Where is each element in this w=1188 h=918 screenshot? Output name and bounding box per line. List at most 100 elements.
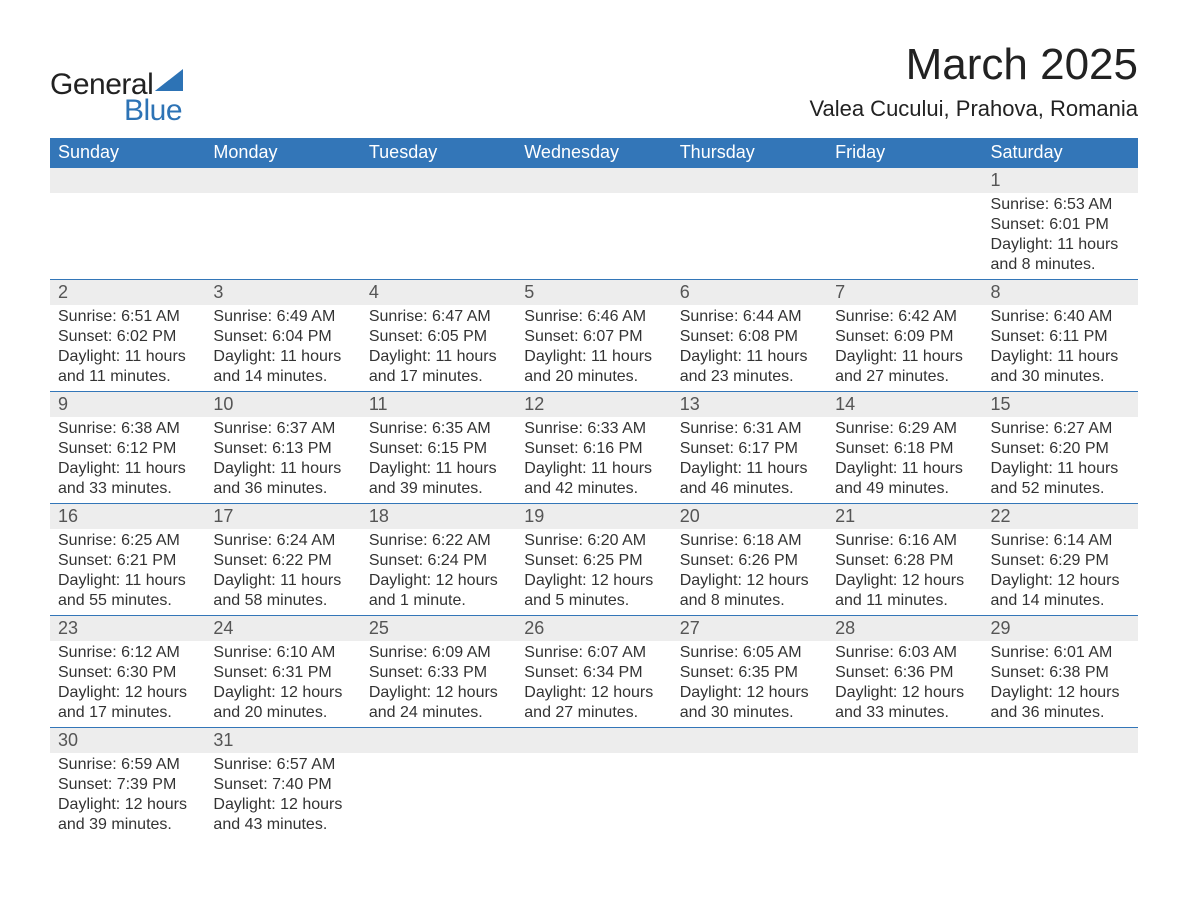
week-number-row: 9101112131415 <box>50 392 1138 418</box>
day-content: Sunrise: 6:42 AMSunset: 6:09 PMDaylight:… <box>827 305 982 391</box>
day-content-cell: Sunrise: 6:09 AMSunset: 6:33 PMDaylight:… <box>361 641 516 728</box>
day-number-cell: 27 <box>672 616 827 642</box>
day-content-cell: Sunrise: 6:01 AMSunset: 6:38 PMDaylight:… <box>983 641 1138 728</box>
day-number: 25 <box>361 616 516 641</box>
sunset-text: Sunset: 6:36 PM <box>835 663 974 683</box>
day-content-cell: Sunrise: 6:27 AMSunset: 6:20 PMDaylight:… <box>983 417 1138 504</box>
day-number-cell <box>672 728 827 754</box>
day-number: 26 <box>516 616 671 641</box>
day-content-cell: Sunrise: 6:51 AMSunset: 6:02 PMDaylight:… <box>50 305 205 392</box>
day-number-cell: 1 <box>983 168 1138 194</box>
day-number-cell <box>50 168 205 194</box>
day-number: 9 <box>50 392 205 417</box>
sunrise-text: Sunrise: 6:07 AM <box>524 643 663 663</box>
day-number-cell: 19 <box>516 504 671 530</box>
day-number-cell <box>361 168 516 194</box>
sunset-text: Sunset: 6:28 PM <box>835 551 974 571</box>
sunrise-text: Sunrise: 6:49 AM <box>213 307 352 327</box>
day-number-cell: 8 <box>983 280 1138 306</box>
day-number-cell <box>516 728 671 754</box>
day-number: 29 <box>983 616 1138 641</box>
day-number: 30 <box>50 728 205 753</box>
sunset-text: Sunset: 6:18 PM <box>835 439 974 459</box>
day-number: 15 <box>983 392 1138 417</box>
day-content-cell <box>827 193 982 280</box>
sunset-text: Sunset: 6:38 PM <box>991 663 1130 683</box>
day-content: Sunrise: 6:25 AMSunset: 6:21 PMDaylight:… <box>50 529 205 615</box>
day-number-cell <box>672 168 827 194</box>
day-content-cell <box>983 753 1138 839</box>
sunrise-text: Sunrise: 6:10 AM <box>213 643 352 663</box>
daylight-text: Daylight: 11 hours and 20 minutes. <box>524 347 663 387</box>
daylight-text: Daylight: 12 hours and 27 minutes. <box>524 683 663 723</box>
daylight-text: Daylight: 12 hours and 11 minutes. <box>835 571 974 611</box>
day-number <box>205 168 360 193</box>
day-content: Sunrise: 6:14 AMSunset: 6:29 PMDaylight:… <box>983 529 1138 615</box>
day-number: 14 <box>827 392 982 417</box>
daylight-text: Daylight: 11 hours and 27 minutes. <box>835 347 974 387</box>
day-content-cell: Sunrise: 6:07 AMSunset: 6:34 PMDaylight:… <box>516 641 671 728</box>
day-number: 16 <box>50 504 205 529</box>
dow-friday: Friday <box>827 138 982 168</box>
daylight-text: Daylight: 11 hours and 17 minutes. <box>369 347 508 387</box>
sunrise-text: Sunrise: 6:09 AM <box>369 643 508 663</box>
day-content <box>361 193 516 219</box>
dow-wednesday: Wednesday <box>516 138 671 168</box>
day-content: Sunrise: 6:33 AMSunset: 6:16 PMDaylight:… <box>516 417 671 503</box>
week-content-row: Sunrise: 6:53 AMSunset: 6:01 PMDaylight:… <box>50 193 1138 280</box>
sunrise-text: Sunrise: 6:47 AM <box>369 307 508 327</box>
day-number: 18 <box>361 504 516 529</box>
sunrise-text: Sunrise: 6:27 AM <box>991 419 1130 439</box>
day-number-cell: 23 <box>50 616 205 642</box>
sunset-text: Sunset: 6:09 PM <box>835 327 974 347</box>
day-content-cell: Sunrise: 6:37 AMSunset: 6:13 PMDaylight:… <box>205 417 360 504</box>
day-content-cell: Sunrise: 6:05 AMSunset: 6:35 PMDaylight:… <box>672 641 827 728</box>
day-number <box>827 728 982 753</box>
day-number-cell: 25 <box>361 616 516 642</box>
day-number <box>983 728 1138 753</box>
daylight-text: Daylight: 11 hours and 55 minutes. <box>58 571 197 611</box>
title-block: March 2025 Valea Cucului, Prahova, Roman… <box>809 40 1138 122</box>
day-number-cell: 4 <box>361 280 516 306</box>
dow-thursday: Thursday <box>672 138 827 168</box>
day-number <box>672 168 827 193</box>
day-number-cell: 10 <box>205 392 360 418</box>
day-content: Sunrise: 6:12 AMSunset: 6:30 PMDaylight:… <box>50 641 205 727</box>
day-content-cell: Sunrise: 6:18 AMSunset: 6:26 PMDaylight:… <box>672 529 827 616</box>
day-content-cell <box>50 193 205 280</box>
daylight-text: Daylight: 11 hours and 52 minutes. <box>991 459 1130 499</box>
day-content: Sunrise: 6:01 AMSunset: 6:38 PMDaylight:… <box>983 641 1138 727</box>
sunset-text: Sunset: 6:30 PM <box>58 663 197 683</box>
day-content-cell <box>516 753 671 839</box>
calendar-header-row: Sunday Monday Tuesday Wednesday Thursday… <box>50 138 1138 168</box>
day-content: Sunrise: 6:20 AMSunset: 6:25 PMDaylight:… <box>516 529 671 615</box>
sunrise-text: Sunrise: 6:20 AM <box>524 531 663 551</box>
calendar-table: Sunday Monday Tuesday Wednesday Thursday… <box>50 138 1138 839</box>
day-number-cell: 31 <box>205 728 360 754</box>
day-content: Sunrise: 6:24 AMSunset: 6:22 PMDaylight:… <box>205 529 360 615</box>
day-number-cell <box>205 168 360 194</box>
day-content <box>672 193 827 219</box>
day-content: Sunrise: 6:59 AMSunset: 7:39 PMDaylight:… <box>50 753 205 839</box>
day-content-cell: Sunrise: 6:12 AMSunset: 6:30 PMDaylight:… <box>50 641 205 728</box>
week-number-row: 2345678 <box>50 280 1138 306</box>
day-content-cell: Sunrise: 6:31 AMSunset: 6:17 PMDaylight:… <box>672 417 827 504</box>
daylight-text: Daylight: 12 hours and 20 minutes. <box>213 683 352 723</box>
daylight-text: Daylight: 11 hours and 36 minutes. <box>213 459 352 499</box>
sunset-text: Sunset: 6:21 PM <box>58 551 197 571</box>
day-number-cell: 22 <box>983 504 1138 530</box>
day-number: 12 <box>516 392 671 417</box>
day-content: Sunrise: 6:38 AMSunset: 6:12 PMDaylight:… <box>50 417 205 503</box>
daylight-text: Daylight: 11 hours and 8 minutes. <box>991 235 1130 275</box>
day-content-cell: Sunrise: 6:25 AMSunset: 6:21 PMDaylight:… <box>50 529 205 616</box>
day-number: 11 <box>361 392 516 417</box>
day-content: Sunrise: 6:40 AMSunset: 6:11 PMDaylight:… <box>983 305 1138 391</box>
day-number: 5 <box>516 280 671 305</box>
day-content-cell: Sunrise: 6:24 AMSunset: 6:22 PMDaylight:… <box>205 529 360 616</box>
sunrise-text: Sunrise: 6:35 AM <box>369 419 508 439</box>
logo-triangle-icon <box>155 69 183 96</box>
sunrise-text: Sunrise: 6:29 AM <box>835 419 974 439</box>
week-number-row: 23242526272829 <box>50 616 1138 642</box>
day-content-cell: Sunrise: 6:40 AMSunset: 6:11 PMDaylight:… <box>983 305 1138 392</box>
day-content: Sunrise: 6:16 AMSunset: 6:28 PMDaylight:… <box>827 529 982 615</box>
